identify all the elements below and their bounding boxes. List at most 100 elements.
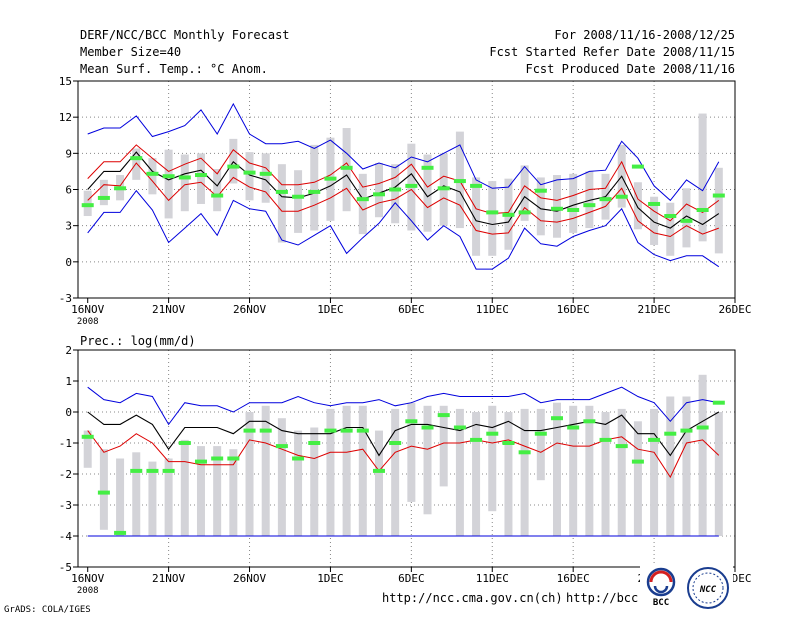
spread-bar: [488, 181, 497, 256]
median-mark: [340, 165, 353, 170]
median-mark: [389, 441, 402, 445]
spread-bar: [294, 430, 303, 536]
median-mark: [308, 441, 321, 445]
median-mark: [292, 194, 305, 199]
footer-url-ch[interactable]: http://ncc.cma.gov.cn(ch): [382, 591, 563, 605]
spread-bar: [374, 162, 383, 218]
precip-title: Prec.: log(mm/d): [80, 334, 196, 348]
spread-bar: [536, 177, 545, 236]
median-mark: [178, 175, 191, 180]
median-mark: [372, 192, 385, 197]
median-mark: [194, 459, 207, 464]
spread-bar: [391, 164, 400, 224]
x-tick-label: 11DEC: [476, 572, 509, 585]
median-mark: [292, 456, 305, 461]
spread-bar: [650, 408, 659, 536]
median-mark: [114, 530, 127, 535]
temperature-panel: -3 0 3 6 9 12 15 16NOV 21NOV 26NOV 1DEC 6DEC 11DEC 16…: [59, 75, 752, 327]
header-start-date: Fcst Started Refer Date 2008/11/15: [489, 45, 735, 59]
median-mark: [583, 419, 596, 424]
spread-bar: [682, 188, 691, 248]
ncc-logo-text: NCC: [699, 585, 717, 595]
y-tick-label: 0: [65, 406, 72, 419]
spread-bar: [180, 154, 189, 212]
median-mark: [486, 431, 499, 436]
x-tick-label: 6DEC: [398, 572, 425, 585]
median-mark: [518, 450, 531, 455]
spread-bar: [423, 154, 432, 232]
median-mark: [259, 428, 272, 433]
median-mark: [275, 189, 288, 194]
median-mark: [696, 207, 709, 212]
median-mark: [275, 444, 288, 449]
series-line-outer-max: [87, 102, 720, 202]
footer-url-bcc[interactable]: http://bcc.c: [566, 591, 653, 605]
spread-bar: [504, 412, 513, 536]
y-tick-label: 6: [65, 184, 72, 197]
series-line-outer-min: [87, 189, 720, 270]
median-mark: [421, 165, 434, 170]
spread-bar: [277, 164, 286, 243]
spread-bar: [261, 405, 270, 536]
series-line-mean: [87, 411, 720, 457]
median-mark: [502, 441, 515, 445]
spread-bar: [310, 427, 319, 536]
spread-bar: [407, 402, 416, 502]
median-mark: [146, 468, 159, 473]
y-tick-label: -3: [59, 499, 72, 512]
x-tick-label: 16DEC: [557, 572, 590, 585]
spread-bar: [261, 153, 270, 203]
median-mark: [470, 437, 483, 442]
median-mark: [664, 431, 677, 436]
median-mark: [162, 174, 175, 179]
spread-bar: [601, 412, 610, 536]
median-mark: [308, 189, 321, 194]
spread-bar: [374, 430, 383, 536]
median-mark: [712, 400, 725, 405]
median-mark: [421, 425, 434, 430]
spread-bar: [196, 153, 205, 204]
bcc-logo: BCC: [640, 566, 685, 612]
median-mark: [599, 437, 612, 442]
spread-bar: [552, 402, 561, 536]
median-mark: [680, 428, 693, 433]
median-mark: [259, 171, 272, 176]
x-tick-label: 21NOV: [152, 572, 185, 585]
median-mark: [356, 428, 369, 433]
spread-bar: [358, 405, 367, 536]
spread-bar: [633, 421, 642, 536]
median-mark: [243, 428, 256, 433]
spread-bar: [213, 169, 222, 212]
series-line-outer-max: [87, 386, 719, 426]
spread-bar: [213, 446, 222, 536]
spread-bar: [116, 458, 125, 536]
median-mark: [486, 210, 499, 215]
spread-bar: [83, 430, 92, 468]
spread-bar: [569, 405, 578, 536]
header-title: DERF/NCC/BCC Monthly Forecast: [80, 28, 290, 42]
x-tick-label: 1DEC: [317, 303, 344, 316]
y-tick-label: 1: [65, 375, 72, 388]
median-mark: [227, 456, 240, 461]
median-mark: [470, 183, 483, 188]
y-tick-label: 3: [65, 220, 72, 233]
median-mark: [583, 203, 596, 208]
spread-bar: [294, 170, 303, 233]
grads-credit: GrADS: COLA/IGES: [4, 605, 91, 615]
x-tick-label: 21DEC: [638, 303, 671, 316]
median-mark: [437, 186, 450, 191]
spread-bar: [698, 113, 707, 242]
header-member-size: Member Size=40: [80, 45, 181, 59]
median-mark: [130, 156, 143, 161]
median-mark: [146, 171, 159, 176]
median-mark: [631, 459, 644, 464]
median-mark: [114, 186, 127, 191]
y-tick-label: 2: [65, 344, 72, 357]
median-mark: [194, 173, 207, 178]
header-period: For 2008/11/16-2008/12/25: [554, 28, 735, 42]
spread-bar: [326, 408, 335, 536]
median-mark: [211, 193, 224, 198]
median-mark: [340, 428, 353, 433]
bcc-logo-text: BCC: [653, 598, 669, 608]
